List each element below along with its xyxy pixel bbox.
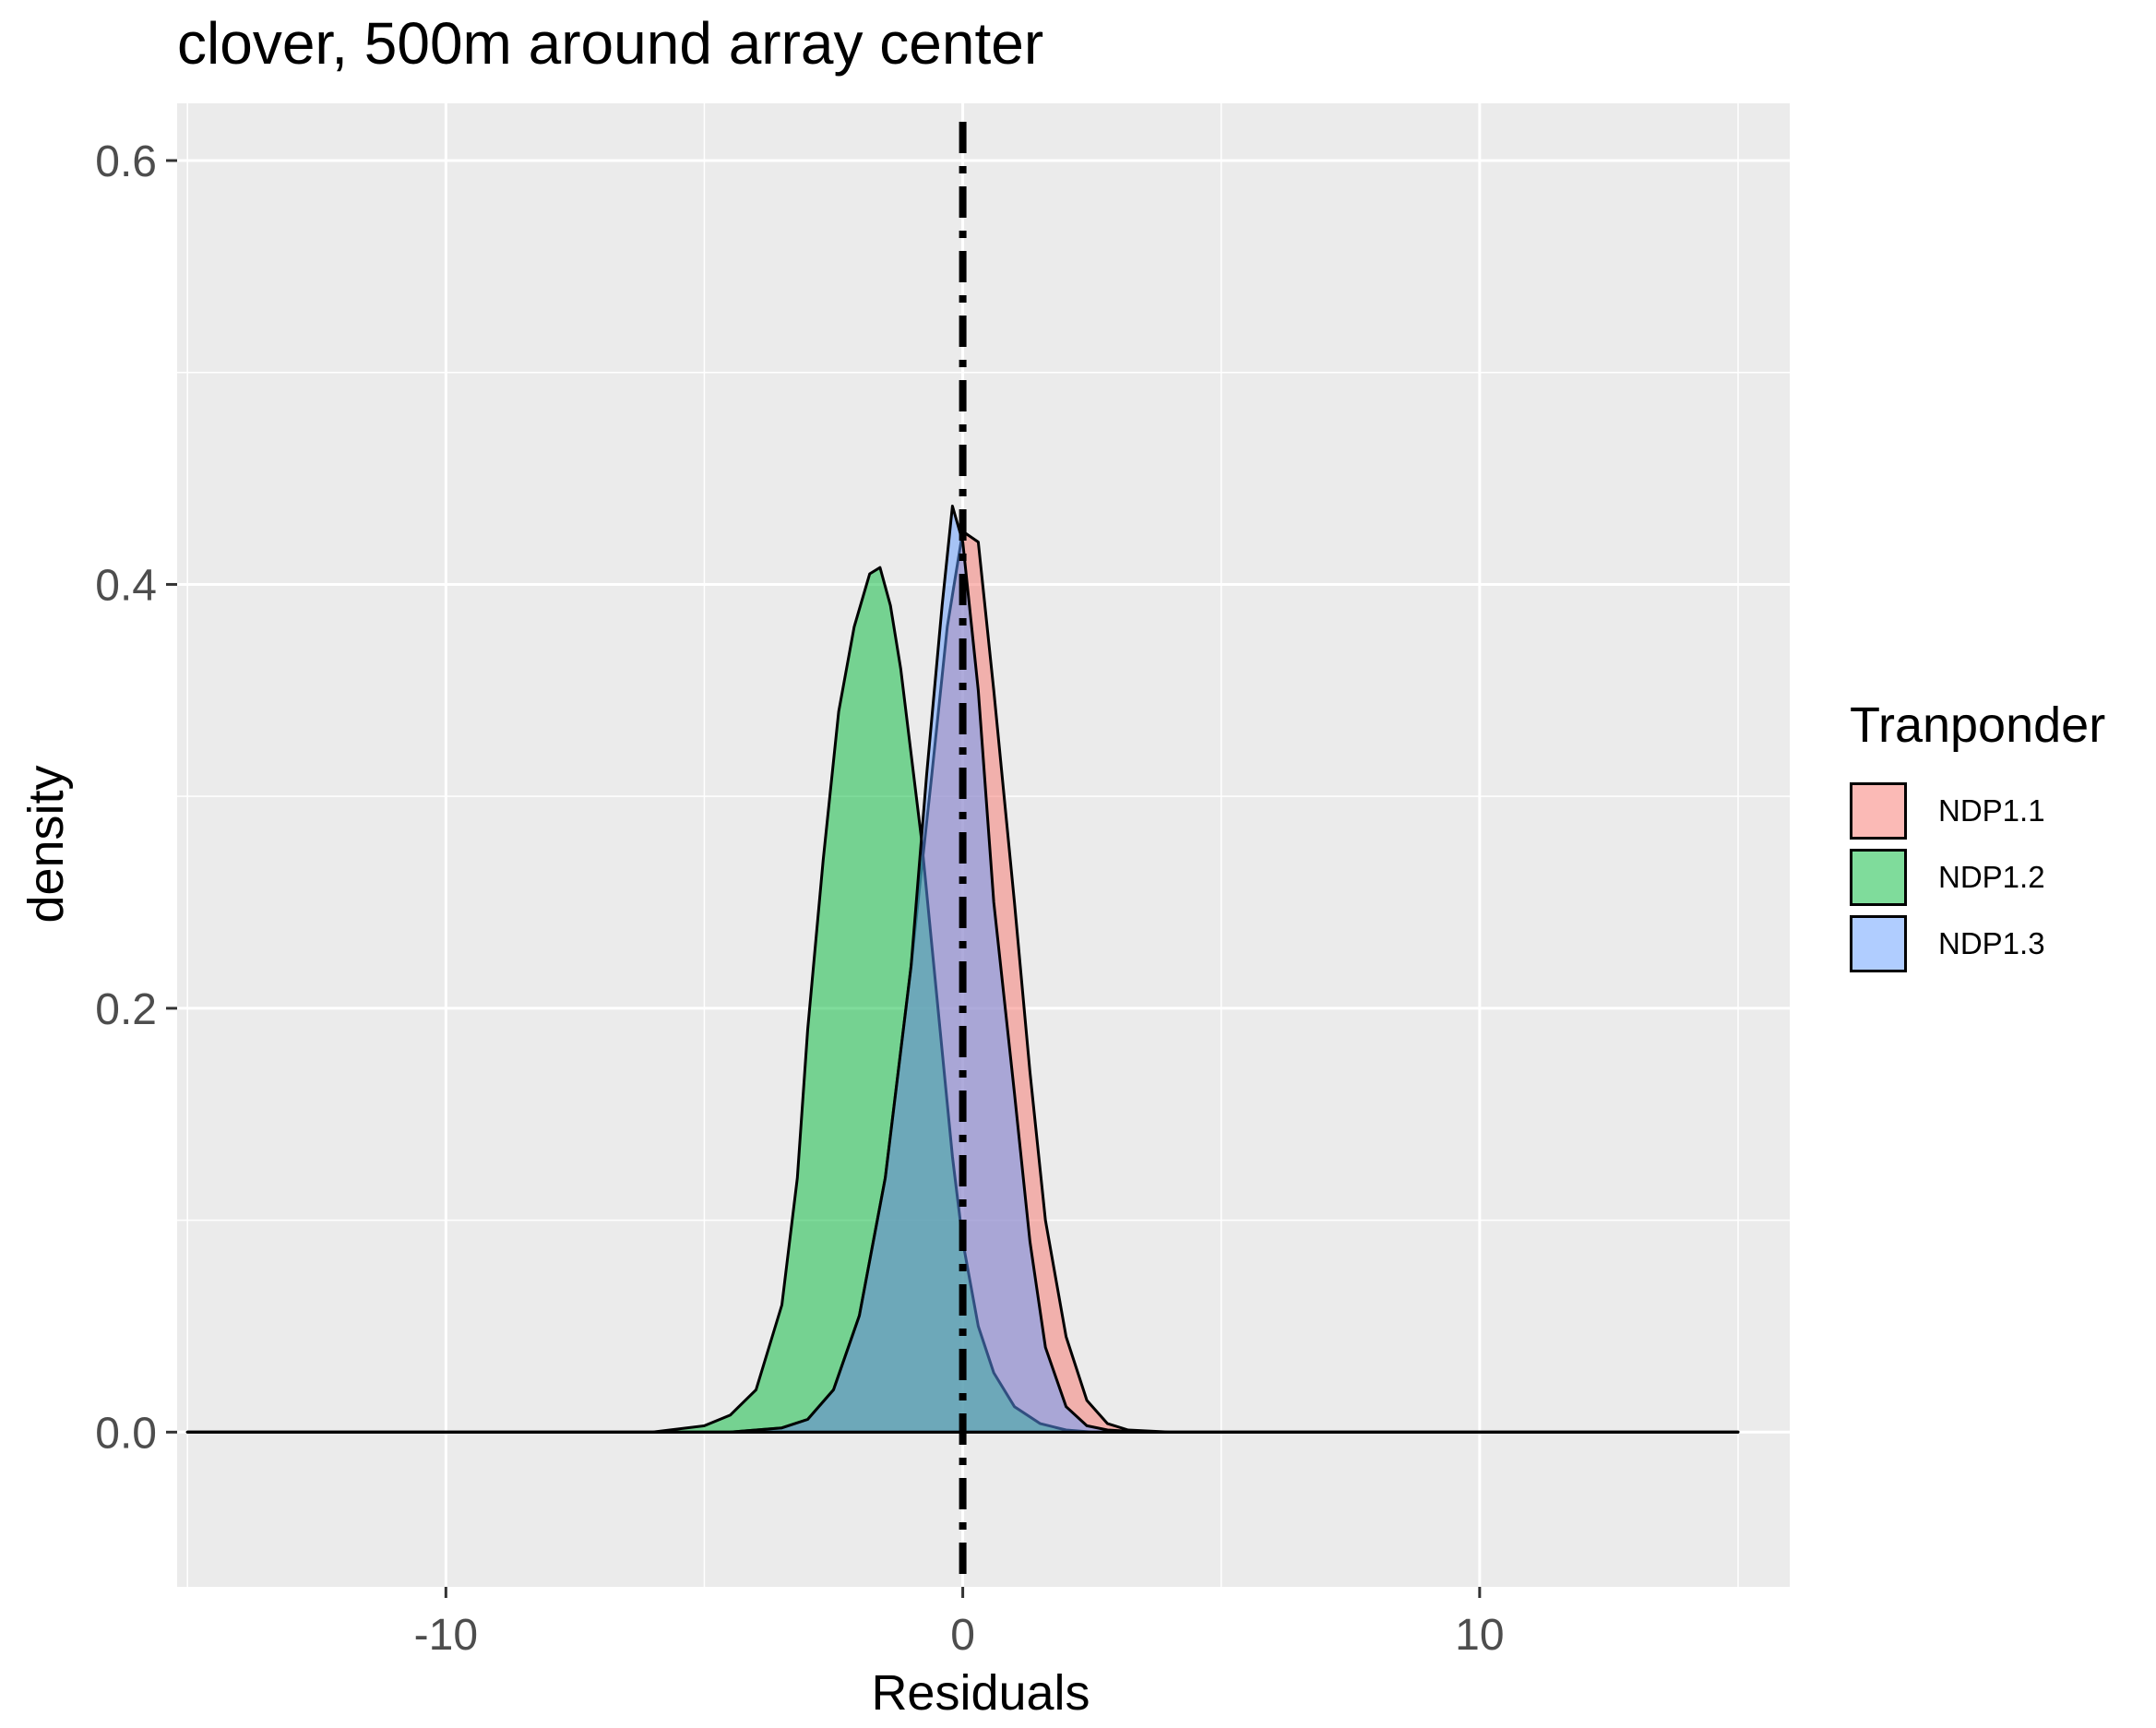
legend-item: NDP1.2 — [1850, 844, 2136, 911]
legend-label: NDP1.1 — [1938, 793, 2045, 828]
legend-item: NDP1.1 — [1850, 778, 2136, 844]
legend-key-ndp1-1 — [1850, 782, 1907, 840]
legend-item: NDP1.3 — [1850, 911, 2136, 977]
x-axis-label: Residuals — [871, 1665, 1090, 1721]
legend-key-ndp1-3 — [1850, 915, 1907, 972]
legend-label: NDP1.3 — [1938, 926, 2045, 960]
chart-title: clover, 500m around array center — [177, 10, 1044, 77]
y-axis-label: density — [18, 765, 74, 924]
legend: Tranponder NDP1.1 NDP1.2 NDP1.3 — [1850, 697, 2136, 977]
legend-title: Tranponder — [1850, 697, 2106, 753]
legend-label: NDP1.2 — [1938, 860, 2045, 894]
y-tick-label: 0.0 — [95, 1409, 157, 1458]
x-tick-label: -10 — [414, 1611, 478, 1660]
y-tick-label: 0.2 — [95, 985, 157, 1034]
y-tick-label: 0.6 — [95, 137, 157, 186]
y-tick-label: 0.4 — [95, 561, 157, 610]
x-tick-label: 0 — [950, 1611, 975, 1660]
legend-key-ndp1-2 — [1850, 849, 1907, 906]
x-tick-label: 10 — [1455, 1611, 1504, 1660]
